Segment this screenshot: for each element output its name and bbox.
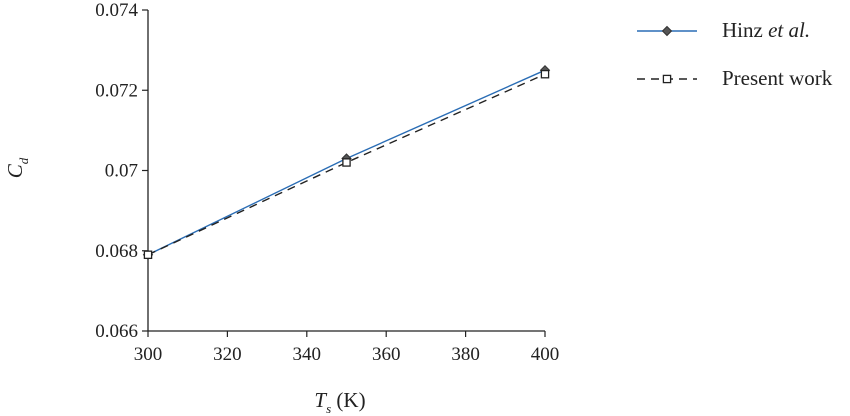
legend-item-1: Present work: [637, 66, 833, 90]
legend-label-text: Hinz: [722, 18, 768, 42]
legend: Hinz et al. Present work: [637, 18, 833, 90]
y-tick-label: 0.068: [95, 241, 138, 262]
legend-label: Present work: [722, 66, 833, 90]
x-axis-symbol: T: [314, 388, 327, 412]
legend-swatch-marker: [661, 25, 673, 37]
series-line: [147, 73, 546, 256]
legend-label-italic: et al.: [768, 18, 810, 42]
y-tick-label: 0.066: [95, 321, 138, 342]
x-tick-label: 300: [134, 344, 163, 365]
x-axis-label: Ts (K): [314, 388, 365, 416]
x-tick-label: 380: [451, 344, 480, 365]
y-axis-symbol: C: [3, 163, 27, 178]
x-axis-unit: (K): [331, 388, 365, 412]
y-tick-label: 0.07: [105, 161, 138, 182]
legend-item-0: Hinz et al.: [637, 18, 810, 42]
x-axis-subscript: s: [326, 401, 331, 416]
x-tick-label: 360: [372, 344, 401, 365]
x-tick-label: 320: [213, 344, 242, 365]
y-axis-subscript: d: [16, 157, 31, 164]
y-tick-label: 0.074: [95, 0, 138, 21]
x-tick-label: 340: [293, 344, 322, 365]
series-layer: [142, 64, 551, 260]
data-point: [143, 250, 153, 260]
y-axis-label: Cd: [3, 157, 31, 178]
legend-swatch-marker: [662, 74, 672, 84]
x-tick-label: 400: [531, 344, 560, 365]
legend-label: Hinz et al.: [722, 18, 810, 42]
series-1: [143, 69, 550, 260]
data-point: [540, 69, 550, 79]
data-point: [342, 158, 351, 167]
axes: 0.066 0.068 0.07 0.072 0.074 300 320 340 360 380 4…: [95, 0, 559, 365]
y-tick-label: 0.072: [95, 80, 138, 101]
